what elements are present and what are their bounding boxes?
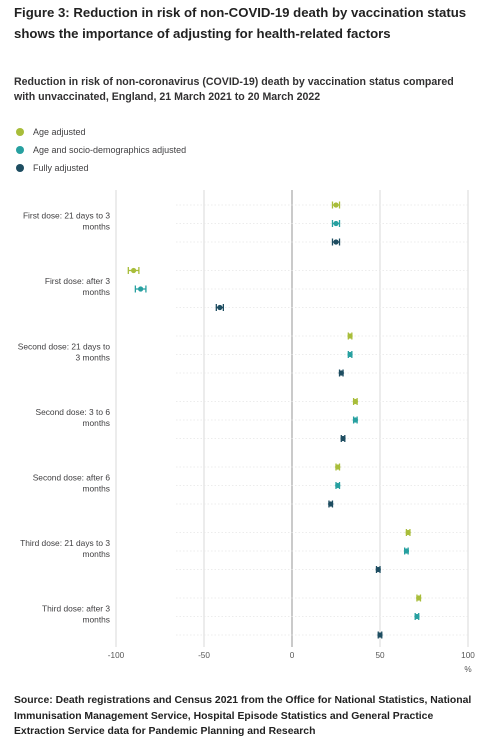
data-point: [131, 267, 137, 274]
x-tick-label: -100: [108, 651, 125, 660]
data-point: [347, 333, 353, 339]
category-label-line: Second dose: 3 to 6: [36, 407, 111, 417]
data-point: [375, 566, 381, 573]
legend-label-age-adjusted: Age adjusted: [33, 127, 86, 137]
data-point: [333, 202, 339, 208]
category-label-line: 3 months: [76, 353, 110, 363]
category-label-line: months: [83, 418, 110, 428]
legend-marker-socio-demographics-adjusted: [16, 146, 24, 154]
data-point: [217, 304, 223, 311]
category-label-line: Third dose: after 3: [42, 604, 110, 614]
category-label: Third dose: 21 days to 3 months: [20, 538, 110, 559]
figure-title: Figure 3: Reduction in risk of non-COVID…: [14, 5, 467, 41]
data-point: [333, 239, 339, 245]
category-label-line: months: [83, 615, 110, 625]
x-tick-label: 100: [461, 651, 475, 660]
data-point: [405, 529, 411, 536]
data-point: [352, 398, 358, 405]
category-label-line: months: [83, 484, 110, 494]
category-label-line: First dose: 21 days to 3: [23, 211, 110, 221]
category-label-line: First dose: after 3: [45, 276, 111, 286]
chart-title: Reduction in risk of non-coronavirus (CO…: [14, 76, 454, 103]
x-tick-label: 50: [375, 651, 385, 660]
category-label: Second dose: after 6 months: [33, 473, 111, 494]
data-point: [138, 286, 144, 292]
source-note: Source: Death registrations and Census 2…: [14, 695, 472, 737]
category-label-line: months: [83, 287, 110, 297]
category-label-line: Second dose: 21 days to: [18, 342, 111, 352]
category-label-line: months: [83, 549, 110, 559]
legend-marker-fully-adjusted: [16, 164, 24, 172]
data-point: [335, 464, 341, 470]
legend-label-fully-adjusted: Fully adjusted: [33, 163, 89, 173]
category-label: Second dose: 21 days to 3 months: [18, 342, 111, 363]
category-label: Third dose: after 3 months: [42, 604, 110, 625]
category-label-line: Third dose: 21 days to 3: [20, 538, 110, 548]
data-point: [338, 370, 344, 376]
x-tick-label: 0: [290, 651, 295, 660]
legend-label-socio-demographics-adjusted: Age and socio-demographics adjusted: [33, 145, 187, 155]
x-tick-label: -50: [198, 651, 210, 660]
category-label: Second dose: 3 to 6 months: [36, 407, 111, 428]
data-point: [414, 613, 420, 620]
x-axis-label: %: [464, 665, 471, 674]
legend-marker-age-adjusted: [16, 128, 24, 136]
data-point: [335, 482, 341, 489]
data-point: [403, 548, 409, 554]
data-point: [377, 632, 383, 638]
data-point: [328, 501, 334, 507]
data-point: [352, 417, 358, 423]
data-point: [347, 351, 353, 358]
category-label: First dose: after 3 months: [45, 276, 111, 297]
data-point: [416, 595, 422, 601]
category-label-line: Second dose: after 6: [33, 473, 111, 483]
data-point: [333, 220, 339, 227]
data-point: [340, 435, 346, 442]
category-label: First dose: 21 days to 3 months: [23, 211, 110, 232]
category-label-line: months: [83, 222, 110, 232]
